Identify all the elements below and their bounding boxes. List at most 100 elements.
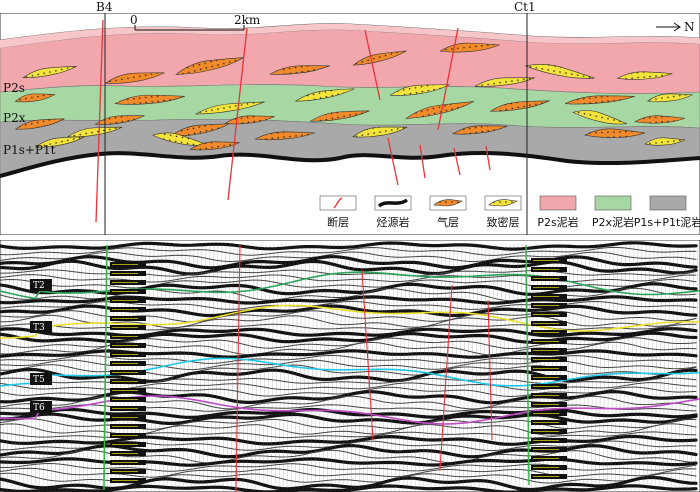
horizon-tag-label: T3 — [33, 323, 45, 333]
tight-lens — [66, 126, 123, 138]
legend: 断层 烃源岩 气层 致密层 P2s泥岩 P2x泥岩 P1s+P1t泥岩 — [319, 195, 700, 229]
legend-label: 气层 — [437, 215, 459, 229]
horizon-tag-T6: T6 — [30, 401, 52, 413]
gas-lens — [565, 95, 635, 105]
seismic-event — [0, 434, 698, 446]
seismic-event — [0, 255, 698, 270]
layer-label-p2x: P2x — [3, 111, 26, 125]
seismic-faults — [235, 244, 493, 492]
seismic-event — [0, 241, 698, 251]
fault — [485, 145, 491, 171]
legend-item-tight-layer: 致密层 — [484, 195, 522, 229]
north-arrow: N — [656, 20, 695, 34]
legend-label: 致密层 — [487, 215, 520, 229]
seismic-well-b4 — [103, 244, 108, 491]
tight-lens — [616, 71, 673, 80]
horizon-tag-label: T5 — [33, 375, 45, 385]
seismic-event — [0, 287, 697, 302]
seismic-event — [0, 278, 697, 289]
horizon-T3 — [0, 304, 700, 339]
seismic-fault — [439, 284, 453, 471]
fault — [95, 19, 104, 223]
scale-end: 2km — [234, 13, 261, 27]
layer-label-p2s: P2s — [3, 81, 25, 95]
legend-label: P2s泥岩 — [537, 215, 578, 229]
horizon-tag-label: T6 — [33, 403, 45, 413]
legend-item-fault: 断层 — [319, 195, 357, 229]
gas-lens — [14, 93, 56, 103]
horizon-tags: T2 T3 T5 T6 — [30, 279, 52, 413]
fault — [437, 27, 459, 131]
gas-lens — [94, 115, 145, 125]
fault — [387, 137, 399, 186]
gas-lens — [489, 100, 550, 112]
horizon-tag-T5: T5 — [30, 373, 52, 385]
seismic-fault — [361, 269, 374, 441]
seismic-event — [0, 251, 697, 263]
seismic-event — [0, 314, 697, 329]
legend-item-source-rock: 烃源岩 — [374, 195, 412, 229]
north-label: N — [684, 20, 695, 34]
tight-lens — [644, 137, 686, 146]
gas-lens — [14, 118, 65, 130]
faults — [95, 19, 491, 223]
gas-lens — [634, 115, 686, 124]
legend-label: 烃源岩 — [377, 215, 410, 229]
seismic-well-ct1 — [525, 244, 530, 486]
seismic-event — [0, 246, 697, 256]
gas-lens — [104, 72, 165, 84]
seismic-event — [0, 484, 698, 492]
legend-item-p2s-mudstone: P2s泥岩 — [537, 195, 579, 229]
seismic-event — [0, 462, 697, 472]
horizon-tag-T3: T3 — [30, 321, 52, 333]
legend-item-p1s-p1t-mudstone: P1s+P1t泥岩 — [634, 195, 700, 229]
gas-lens — [269, 65, 330, 75]
well-label-b4: B4 — [96, 0, 113, 14]
seismic-event — [0, 274, 697, 283]
gas-lens — [114, 94, 185, 105]
gas-lens — [189, 141, 240, 151]
fault — [364, 29, 381, 101]
seismic-event — [0, 367, 698, 384]
tight-lens — [524, 63, 595, 79]
seismic-event — [0, 259, 698, 276]
seismic-fault — [235, 244, 241, 492]
legend-label: P1s+P1t泥岩 — [634, 215, 700, 229]
tight-lens — [474, 77, 535, 87]
layer-label-p1: P1s+P1t — [3, 143, 56, 157]
well-label-ct1: Ct1 — [514, 0, 536, 14]
legend-item-gas-layer: 气层 — [429, 195, 467, 229]
legend-label: 断层 — [327, 215, 349, 229]
scale-bar: 0 2km — [130, 13, 261, 31]
gas-lens — [309, 110, 370, 122]
fault — [227, 27, 248, 201]
legend-item-p2x-mudstone: P2x泥岩 — [592, 195, 634, 229]
cross-section: P2s P2x P1s+P1t 断层 烃源岩 气层 致密层 P2s泥岩 P2x泥岩 P1s+… — [0, 13, 700, 235]
gas-lens — [584, 128, 646, 138]
gas-lens — [451, 125, 508, 135]
fault — [453, 147, 461, 176]
seismic-event — [0, 349, 698, 359]
tight-lens — [22, 65, 78, 79]
seismic-fault — [487, 299, 493, 441]
tight-lens — [195, 101, 265, 115]
tight-lens — [352, 126, 408, 138]
fault — [419, 144, 426, 179]
tight-lens — [389, 84, 450, 96]
seismic-event — [0, 295, 698, 305]
tight-lens — [34, 136, 85, 148]
tight-lens — [646, 93, 694, 103]
gas-lens — [405, 101, 475, 119]
scale-start: 0 — [130, 13, 138, 27]
horizon-tag-T2: T2 — [30, 279, 52, 291]
tight-lens — [294, 88, 355, 102]
seismic-profile: T2 T3 T5 T6 — [0, 240, 700, 492]
seismic-event — [0, 354, 697, 364]
gas-lens — [254, 131, 315, 141]
tight-lens — [572, 110, 628, 125]
well-ticks — [110, 258, 567, 483]
seismic-event — [0, 331, 698, 344]
legend-label: P2x泥岩 — [592, 215, 634, 229]
source-rock-line — [0, 151, 700, 178]
